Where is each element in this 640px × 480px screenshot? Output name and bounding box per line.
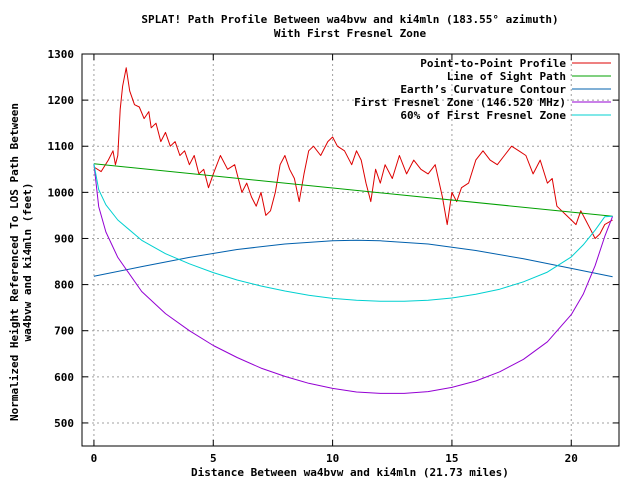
y-tick-label: 700 [54,325,74,338]
y-tick-label: 1300 [48,48,75,61]
y-axis-label-line2: wa4bvw and ki4mln (feet) [21,183,34,342]
x-tick-label: 0 [91,452,98,465]
plot-frame [81,53,620,447]
axis-ticks: 0 5 10 15 20 500 600 700 800 900 1000 1100 1200 1300 [48,48,619,465]
series-line-earth-curvature [93,239,613,278]
series-line-fresnel-zone [93,163,614,394]
legend-label-earth-curvature: Earth’s Curvature Contour [400,83,566,96]
x-axis-label: Distance Between wa4bvw and ki4mln (21.7… [191,466,509,479]
y-tick-label: 600 [54,371,74,384]
x-tick-label: 5 [210,452,217,465]
legend-label-fresnel-zone: First Fresnel Zone (146.520 MHz) [354,96,566,109]
y-tick-label: 1200 [48,94,75,107]
chart-title: SPLAT! Path Profile Between wa4bvw and k… [141,13,558,26]
chart-subtitle: With First Fresnel Zone [274,27,427,40]
y-tick-label: 800 [54,279,74,292]
y-tick-label: 500 [54,417,74,430]
x-tick-label: 20 [565,452,578,465]
series-line-fresnel-60 [93,163,613,302]
y-axis-label-line1: Normalized Height Referenced To LOS Path… [8,103,21,421]
x-tick-label: 15 [445,452,458,465]
grid-lines [82,54,619,446]
series-line-line-of-sight [93,163,613,217]
legend-label-profile: Point-to-Point Profile [420,57,566,70]
y-tick-label: 1100 [48,140,75,153]
series-line-profile [93,67,613,239]
legend-label-fresnel-60: 60% of First Fresnel Zone [400,109,566,122]
y-tick-label: 1000 [48,186,75,199]
series-group [93,67,614,394]
x-tick-label: 10 [326,452,339,465]
y-tick-label: 900 [54,232,74,245]
legend-label-line-of-sight: Line of Sight Path [447,70,566,83]
